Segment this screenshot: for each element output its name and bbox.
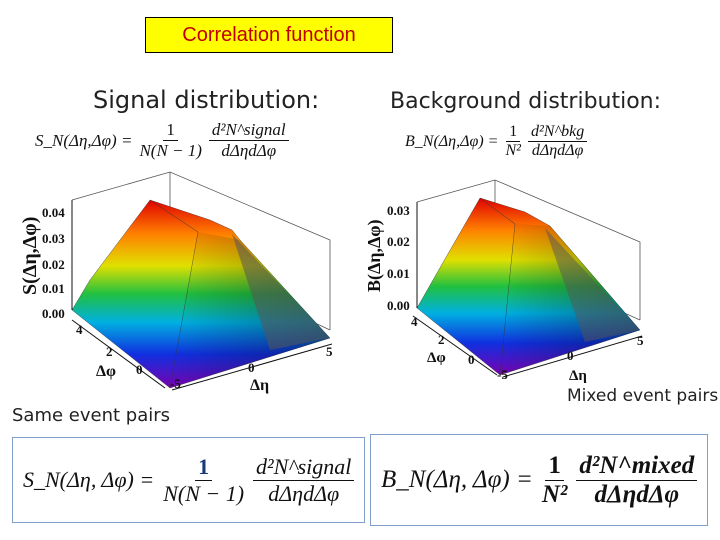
- signal-z-axis-label: S(Δη,Δφ): [19, 217, 41, 295]
- background-formula-den1: N²: [505, 142, 521, 159]
- signal-formula: S_N(Δη,Δφ) = 1 N(N − 1) d²N^signal dΔηdΔ…: [35, 120, 289, 161]
- signal-deta-tick-0: -5: [170, 376, 181, 391]
- background-deta-label: Δη: [569, 368, 587, 384]
- background-deta-tick-1: 0: [567, 348, 574, 363]
- background-z-tick-0: 0.03: [387, 203, 410, 218]
- same-formula-lhs: S_N(Δη, Δφ) =: [23, 467, 155, 492]
- background-deta-tick-0: -5: [497, 367, 508, 382]
- page-title-box: Correlation function: [145, 17, 393, 53]
- mixed-formula-frac1: 1 N²: [539, 452, 571, 509]
- signal-panel-title: Signal distribution:: [93, 86, 320, 114]
- signal-surface-dark-ridge: [232, 234, 330, 350]
- signal-z-tick-1: 0.03: [42, 231, 65, 246]
- background-surface-dark-ridge: [545, 228, 640, 342]
- background-dphi-tick-2: 0: [468, 352, 475, 367]
- mixed-formula-num2: d²N^mixed: [576, 452, 698, 481]
- same-event-formula-box: S_N(Δη, Δφ) = 1 N(N − 1) d²N^signal dΔηd…: [12, 437, 365, 523]
- background-formula-num2: d²N^bkg: [527, 123, 588, 142]
- signal-z-tick-2: 0.02: [42, 257, 65, 272]
- signal-formula-frac2: d²N^signal dΔηdΔφ: [208, 120, 289, 161]
- signal-formula-num1: 1: [163, 120, 178, 141]
- same-event-caption: Same event pairs: [12, 405, 171, 426]
- signal-formula-den1: N(N − 1): [139, 141, 202, 160]
- signal-formula-num2: d²N^signal: [208, 120, 289, 141]
- signal-deta-tick-1: 0: [248, 360, 255, 375]
- signal-deta-axis: [171, 343, 333, 391]
- signal-dphi-tick-0: 4: [76, 322, 83, 337]
- signal-formula-frac1: 1 N(N − 1): [136, 120, 204, 161]
- background-z-tick-2: 0.01: [387, 266, 410, 281]
- background-formula-num1: 1: [506, 123, 521, 142]
- background-formula-frac1: 1 N²: [502, 123, 523, 160]
- signal-z-tick-3: 0.01: [42, 281, 65, 296]
- mixed-formula-den2: dΔηdΔφ: [594, 480, 680, 508]
- same-formula-den2: dΔηdΔφ: [268, 480, 340, 506]
- same-formula-num2: d²N^signal: [253, 454, 355, 481]
- background-deta-axis: [502, 335, 643, 378]
- background-dphi-tick-0: 4: [411, 314, 418, 329]
- background-formula: B_N(Δη,Δφ) = 1 N² d²N^bkg dΔηdΔφ: [405, 123, 588, 160]
- mixed-formula-num1: 1: [545, 452, 564, 481]
- same-formula-frac1: 1 N(N − 1): [160, 454, 247, 507]
- same-formula-den1: N(N − 1): [163, 480, 245, 506]
- signal-z-tick-0: 0.04: [42, 205, 65, 220]
- signal-dphi-tick-2: 0: [136, 362, 143, 377]
- mixed-event-formula-box: B_N(Δη, Δφ) = 1 N² d²N^mixed dΔηdΔφ: [370, 434, 708, 526]
- same-formula-frac2: d²N^signal dΔηdΔφ: [253, 454, 355, 507]
- background-dphi-tick-1: 2: [438, 332, 445, 347]
- mixed-event-caption: Mixed event pairs: [567, 386, 719, 406]
- signal-dphi-label: Δφ: [96, 363, 116, 380]
- signal-formula-den2: dΔηdΔφ: [221, 141, 277, 160]
- signal-surface-plot: 0.04 0.03 0.02 0.01 0.00 S(Δη,Δφ) 4 2 0 …: [19, 171, 333, 394]
- mixed-formula-den1: N²: [541, 480, 568, 508]
- background-dphi-label: Δφ: [427, 350, 446, 366]
- signal-formula-lhs: S_N(Δη,Δφ) =: [35, 130, 133, 150]
- signal-deta-tick-2: 5: [326, 344, 333, 359]
- background-panel-title: Background distribution:: [390, 89, 662, 114]
- background-z-tick-3: 0.00: [387, 298, 410, 313]
- signal-z-tick-4: 0.00: [42, 306, 65, 321]
- background-formula-frac2: d²N^bkg dΔηdΔφ: [527, 123, 588, 160]
- signal-dphi-axis: [71, 319, 166, 389]
- background-formula-den2: dΔηdΔφ: [531, 142, 584, 159]
- mixed-formula-frac2: d²N^mixed dΔηdΔφ: [576, 452, 698, 509]
- background-dphi-axis: [412, 315, 498, 376]
- page-title: Correlation function: [182, 23, 356, 46]
- background-deta-tick-2: 5: [637, 333, 644, 348]
- background-z-axis-label: B(Δη,Δφ): [364, 219, 385, 292]
- signal-deta-label: Δη: [250, 377, 269, 394]
- same-formula-num1: 1: [195, 454, 213, 481]
- signal-surface-shade: [170, 232, 330, 388]
- background-formula-lhs: B_N(Δη,Δφ) =: [405, 132, 499, 150]
- background-z-tick-1: 0.02: [387, 234, 410, 249]
- signal-dphi-tick-1: 2: [106, 344, 113, 359]
- background-surface-plot: 0.03 0.02 0.01 0.00 B(Δη,Δφ) 4 2 0 Δφ -5…: [364, 179, 644, 384]
- mixed-formula-lhs: B_N(Δη, Δφ) =: [381, 466, 533, 493]
